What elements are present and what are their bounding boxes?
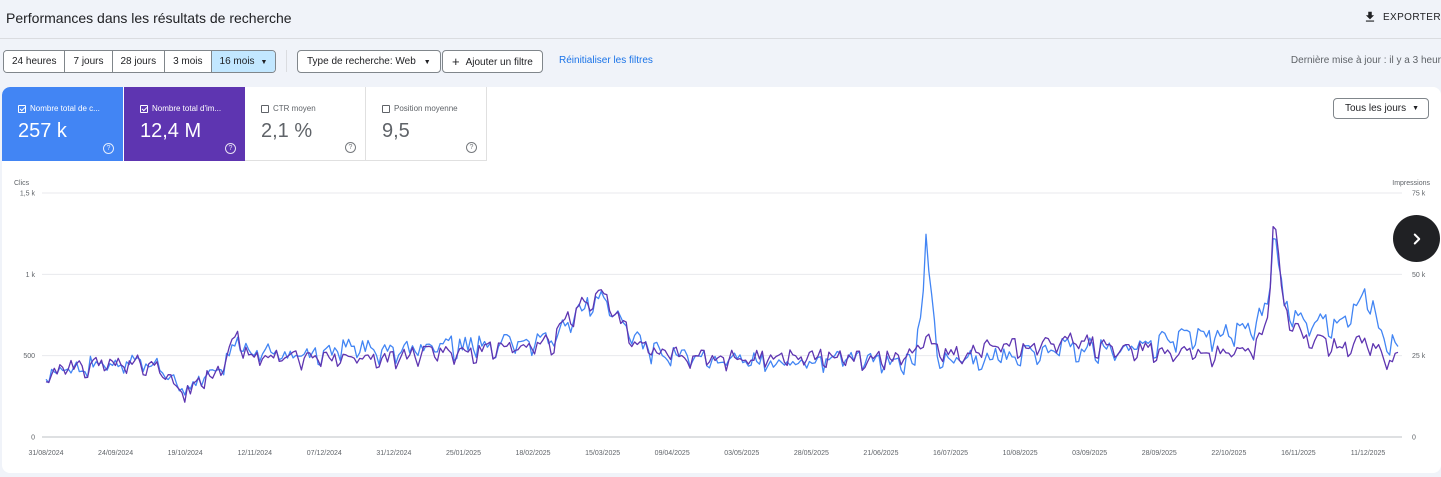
x-tick-label: 10/08/2025: [1003, 450, 1038, 457]
x-tick-label: 16/11/2025: [1281, 450, 1316, 457]
checkbox-empty-icon[interactable]: [382, 104, 390, 113]
left-tick-label: 1 k: [26, 272, 36, 279]
caret-down-icon: ▼: [260, 59, 268, 66]
metric-impressions-header: Nombre total d'im...: [140, 104, 221, 113]
x-tick-label: 31/08/2024: [28, 450, 63, 457]
x-tick-label: 28/09/2025: [1142, 450, 1177, 457]
metric-clicks-value: 257 k: [18, 120, 67, 142]
metric-ctr-value: 2,1 %: [261, 120, 313, 142]
left-axis-title: Clics: [14, 180, 30, 187]
performance-chart: Clics Impressions 0 0 500 25 k 1 k 50 k 1,5 k 7…: [14, 180, 1431, 457]
caret-down-icon: ▼: [423, 59, 431, 66]
left-tick-label: 0: [31, 435, 35, 442]
metric-position-label: Position moyenne: [394, 104, 458, 113]
clicks-line: [45, 233, 1399, 396]
add-filter-label: Ajouter un filtre: [465, 57, 533, 68]
x-tick-label: 07/12/2024: [307, 450, 342, 457]
chevron-right-icon: [1413, 233, 1420, 244]
checkbox-checked-icon[interactable]: [18, 104, 26, 113]
help-icon[interactable]: ?: [103, 143, 114, 154]
metric-impressions[interactable]: Nombre total d'im... 12,4 M ?: [124, 87, 245, 161]
export-label: EXPORTER: [1382, 11, 1441, 23]
metric-clicks-header: Nombre total de c...: [18, 104, 100, 113]
x-tick-label: 22/10/2025: [1211, 450, 1246, 457]
x-tick-label: 12/11/2024: [237, 450, 272, 457]
x-tick-label: 31/12/2024: [376, 450, 411, 457]
divider: [286, 50, 287, 72]
add-filter-button[interactable]: + Ajouter un filtre: [442, 50, 543, 73]
help-icon[interactable]: ?: [225, 143, 236, 154]
checkbox-empty-icon[interactable]: [261, 104, 269, 113]
help-icon[interactable]: ?: [466, 142, 477, 153]
caret-down-icon: ▼: [1412, 105, 1419, 112]
right-axis-title: Impressions: [1392, 180, 1430, 187]
checkbox-checked-icon[interactable]: [140, 104, 148, 113]
x-tick-label: 25/01/2025: [446, 450, 481, 457]
metric-ctr[interactable]: CTR moyen 2,1 % ?: [245, 87, 366, 161]
granularity-label: Tous les jours: [1345, 103, 1407, 114]
x-tick-label: 03/09/2025: [1072, 450, 1107, 457]
x-tick-label: 16/07/2025: [933, 450, 968, 457]
x-tick-label: 24/09/2024: [98, 450, 133, 457]
search-type-filter[interactable]: Type de recherche: Web ▼: [297, 50, 441, 73]
x-tick-label: 03/05/2025: [724, 450, 759, 457]
export-button[interactable]: EXPORTER: [1363, 10, 1441, 24]
x-tick-label: 18/02/2025: [516, 450, 551, 457]
x-tick-label: 19/10/2024: [168, 450, 203, 457]
metric-clicks-label: Nombre total de c...: [30, 104, 100, 113]
metric-ctr-label: CTR moyen: [273, 104, 316, 113]
x-tick-label: 11/12/2025: [1351, 450, 1386, 457]
download-icon: [1365, 11, 1375, 22]
next-button[interactable]: [1393, 215, 1440, 262]
metric-position[interactable]: Position moyenne 9,5 ?: [366, 87, 487, 161]
range-16m-button[interactable]: 16 mois ▼: [211, 51, 276, 72]
x-tick-label: 15/03/2025: [585, 450, 620, 457]
right-tick-label: 75 k: [1412, 191, 1426, 198]
reset-filters-link[interactable]: Réinitialiser les filtres: [559, 55, 653, 66]
range-7d-button[interactable]: 7 jours: [65, 51, 113, 72]
performance-card: Nombre total de c... 257 k ? Nombre tota…: [2, 87, 1441, 473]
granularity-select[interactable]: Tous les jours ▼: [1333, 98, 1429, 119]
right-tick-label: 0: [1412, 435, 1416, 442]
range-16m-label: 16 mois: [219, 56, 255, 67]
right-tick-label: 50 k: [1412, 272, 1426, 279]
page-title: Performances dans les résultats de reche…: [6, 10, 292, 26]
filter-bar: 24 heures 7 jours 28 jours 3 mois 16 moi…: [0, 46, 1441, 76]
page-header: Performances dans les résultats de reche…: [0, 0, 1441, 39]
last-update-text: Dernière mise à jour : il y a 3 heur: [1290, 55, 1441, 66]
left-tick-label: 500: [23, 353, 35, 360]
metric-impressions-label: Nombre total d'im...: [152, 104, 222, 113]
right-tick-label: 25 k: [1412, 353, 1426, 360]
x-tick-label: 28/05/2025: [794, 450, 829, 457]
plus-icon: +: [452, 54, 460, 69]
metric-ctr-header: CTR moyen: [261, 104, 316, 113]
impressions-line: [45, 225, 1399, 403]
range-3m-button[interactable]: 3 mois: [165, 51, 212, 72]
range-28d-button[interactable]: 28 jours: [112, 51, 166, 72]
x-tick-label: 21/06/2025: [863, 450, 898, 457]
metric-position-header: Position moyenne: [382, 104, 458, 113]
left-tick-label: 1,5 k: [20, 191, 36, 198]
metric-position-value: 9,5: [382, 120, 410, 142]
metric-impressions-value: 12,4 M: [140, 120, 202, 142]
search-type-label: Type de recherche: Web: [307, 56, 416, 67]
date-range-selector: 24 heures 7 jours 28 jours 3 mois 16 moi…: [3, 50, 277, 73]
help-icon[interactable]: ?: [345, 142, 356, 153]
range-24h-button[interactable]: 24 heures: [4, 51, 66, 72]
metric-clicks[interactable]: Nombre total de c... 257 k ?: [2, 87, 123, 161]
x-tick-label: 09/04/2025: [655, 450, 690, 457]
